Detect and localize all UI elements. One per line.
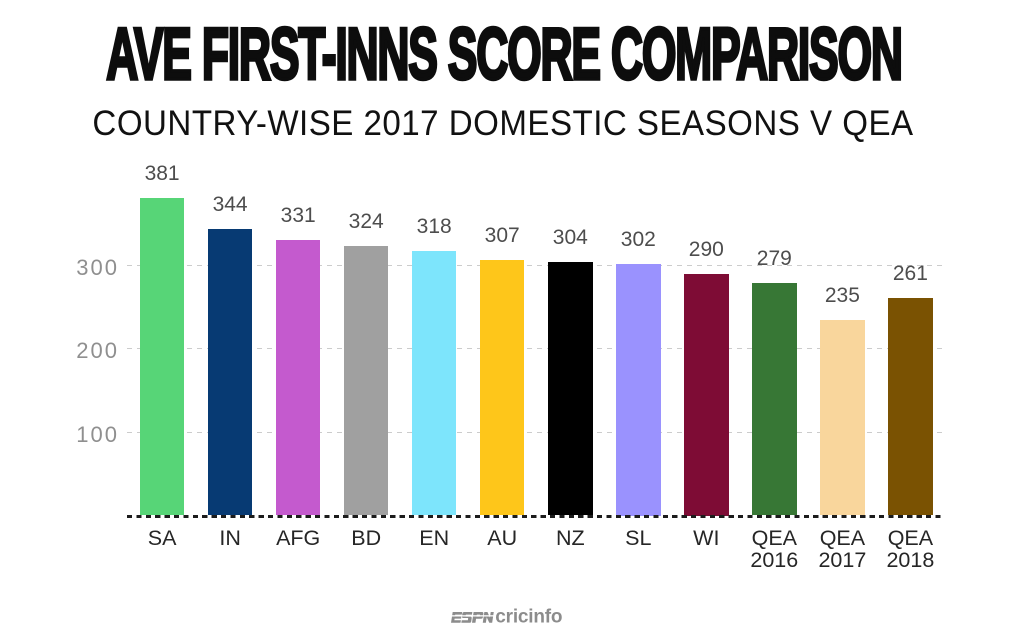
svg-text:cricinfo: cricinfo xyxy=(495,607,562,627)
